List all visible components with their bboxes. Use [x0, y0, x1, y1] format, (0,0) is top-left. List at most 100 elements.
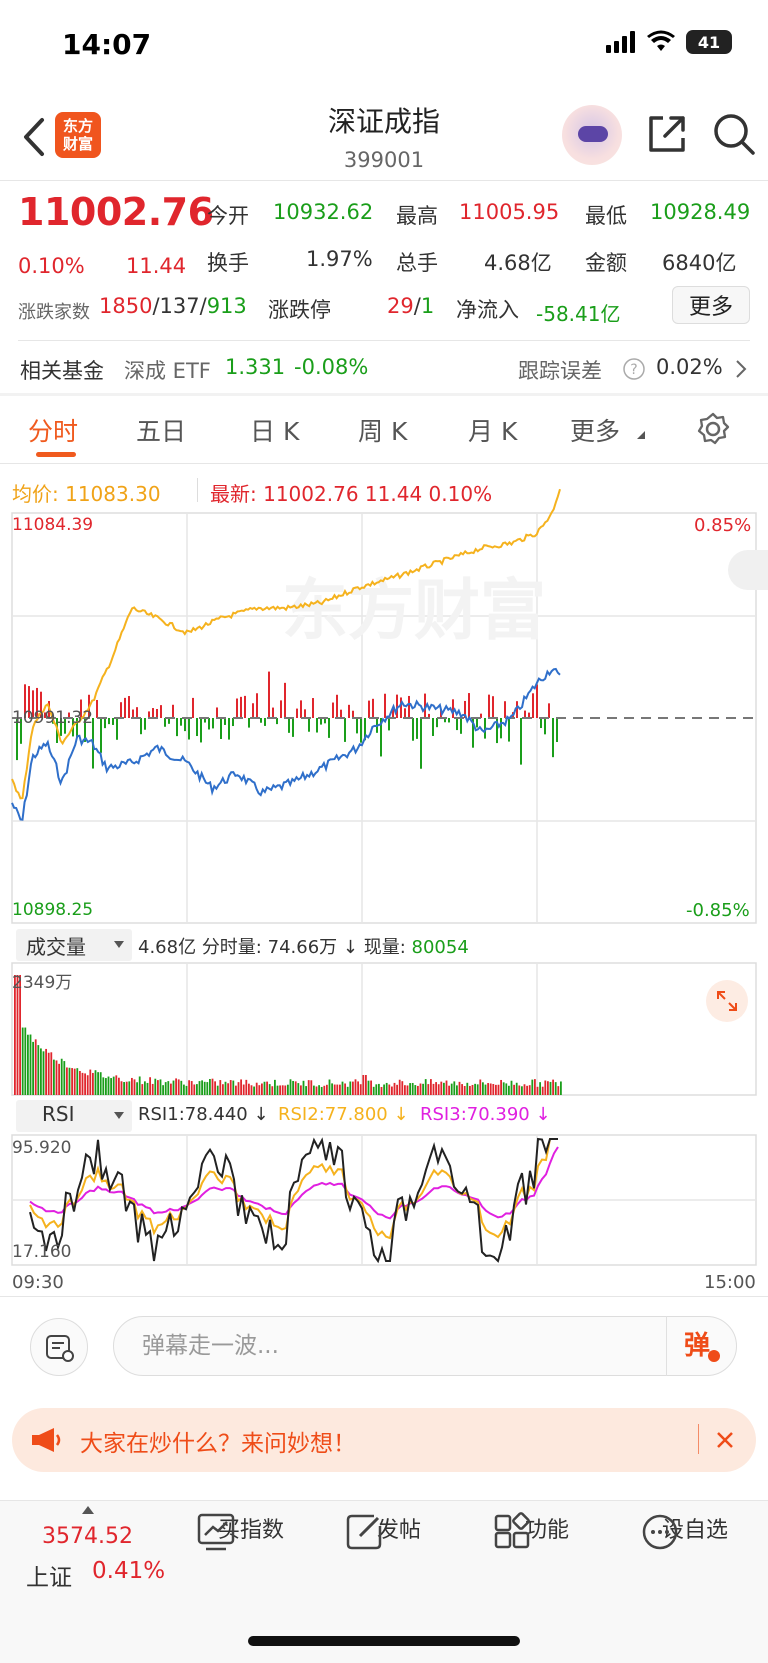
mini-volume-bar-up — [336, 694, 338, 718]
nav-post[interactable]: 发帖 — [344, 1512, 454, 1550]
volume-bar-up — [141, 1084, 144, 1095]
ai-question-banner[interactable]: 大家在炒什么？来问妙想！ — [12, 1408, 756, 1472]
volume-bar-down — [302, 1080, 305, 1095]
volume-bar-up — [34, 1039, 37, 1095]
mini-volume-bar-down — [456, 718, 458, 731]
danmu-input[interactable]: 弹幕走一波... — [113, 1316, 737, 1376]
side-collapse-tab[interactable] — [728, 550, 768, 590]
volume-bar-up — [357, 1081, 359, 1095]
volume-bar-up — [430, 1079, 432, 1095]
tab-five-day[interactable]: 五日 — [136, 417, 187, 446]
tab-daily-k[interactable]: 日 K — [250, 417, 300, 446]
danmu-list-button[interactable] — [30, 1318, 88, 1376]
volume-bar-up — [50, 1052, 53, 1095]
volume-bar-up — [323, 1085, 326, 1095]
mini-volume-bar-down — [476, 718, 478, 728]
nav-functions[interactable]: 功能 — [492, 1512, 602, 1549]
volume-bar-down — [123, 1082, 125, 1095]
fund-name[interactable]: 深成 ETF — [124, 359, 211, 383]
volume-bar-down — [466, 1082, 469, 1095]
volume-bar-down — [29, 1034, 32, 1095]
volume-bar-down — [268, 1084, 271, 1095]
mini-volume-bar-up — [280, 700, 282, 718]
mini-volume-bar-up — [236, 698, 238, 718]
close-icon[interactable] — [715, 1430, 735, 1450]
mini-volume-bar-down — [84, 718, 86, 742]
mini-volume-bar-down — [328, 718, 330, 738]
app-logo: 东方 财富 — [55, 112, 101, 158]
mini-volume-bar-down — [412, 718, 414, 741]
banner-text: 大家在炒什么？来问妙想！ — [80, 1431, 356, 1457]
tab-weekly-k[interactable]: 周 K — [358, 417, 408, 446]
sse-index-name[interactable]: 上证 — [26, 1565, 72, 1591]
volume-bar-down — [112, 1076, 115, 1095]
volume-bar-down — [482, 1082, 484, 1095]
tab-intraday[interactable]: 分时 — [28, 417, 79, 446]
svg-text:?: ? — [630, 362, 637, 378]
price-line — [11, 667, 561, 821]
volume-bar-down — [32, 1041, 34, 1095]
rsi-selector[interactable]: RSI — [16, 1100, 132, 1132]
more-button[interactable]: 更多 — [672, 286, 750, 324]
mini-volume-bar-down — [544, 718, 546, 735]
volume-bar-down — [263, 1081, 266, 1095]
rsi-y-high: 95.920 — [12, 1138, 72, 1158]
volume-bar-up — [157, 1080, 159, 1095]
page-title: 深证成指 — [327, 105, 440, 138]
settings-gear-icon[interactable] — [696, 412, 730, 446]
mini-volume-bar-up — [452, 699, 454, 718]
mini-volume-bar-down — [60, 718, 62, 736]
back-icon[interactable] — [16, 112, 56, 162]
rsi-grid — [12, 1135, 756, 1265]
volume-bar-down — [146, 1082, 149, 1095]
mini-volume-bar-up — [516, 701, 518, 718]
mini-volume-bar-down — [420, 718, 422, 769]
mini-volume-bar-down — [360, 718, 362, 743]
share-icon[interactable] — [645, 112, 689, 156]
mini-volume-bar-down — [104, 718, 106, 729]
flat-count: /137/ — [152, 294, 207, 318]
volume-bar-up — [339, 1084, 341, 1095]
volume-bar-down — [367, 1080, 370, 1095]
expand-button[interactable] — [706, 980, 748, 1022]
volume-chart[interactable] — [11, 962, 757, 1096]
volume-selector[interactable]: 成交量 — [16, 929, 132, 961]
volume-bar-up — [419, 1083, 422, 1095]
amount-label: 金额 — [585, 251, 627, 275]
mini-volume-bar-down — [356, 718, 358, 734]
volume-bar-down — [305, 1086, 307, 1095]
intraday-price-chart[interactable]: 东方财富 — [11, 488, 757, 924]
volume-bar-down — [37, 1045, 40, 1095]
mini-volume-bar-down — [316, 718, 318, 733]
volume-bar-up — [497, 1084, 500, 1095]
danmu-send-button[interactable]: 弹 — [684, 1331, 711, 1361]
sse-index-pct[interactable]: 0.41% — [92, 1558, 166, 1584]
help-icon[interactable]: ? — [622, 357, 646, 381]
volume-bar-down — [424, 1079, 427, 1095]
mini-volume-bar-down — [520, 718, 522, 765]
volume-bar-down — [372, 1086, 375, 1095]
mini-volume-bar-down — [540, 718, 542, 729]
tab-more[interactable]: 更多 — [570, 417, 621, 446]
volume-bar-down — [549, 1081, 552, 1095]
volume-bar-up — [417, 1085, 419, 1095]
mini-volume-bar-up — [548, 703, 550, 718]
y-axis-high: 11084.39 — [12, 515, 94, 535]
volume-bar-up — [354, 1079, 357, 1095]
chevron-right-icon[interactable] — [734, 358, 748, 380]
volume-bar-up — [526, 1085, 528, 1095]
volume-bar-up — [281, 1085, 284, 1095]
status-time: 14:07 — [62, 28, 152, 61]
minute-volume-label: 分时量: — [201, 937, 262, 958]
index-code: 399001 — [343, 148, 425, 172]
expand-up-icon[interactable] — [82, 1506, 94, 1514]
rsi-chart[interactable] — [11, 1134, 757, 1266]
nav-add-watchlist[interactable]: 设自选 — [640, 1512, 750, 1550]
tab-monthly-k[interactable]: 月 K — [468, 417, 518, 446]
volume-bar-up — [255, 1082, 258, 1095]
high-value: 11005.95 — [459, 200, 560, 224]
search-icon[interactable] — [712, 112, 756, 156]
nav-buy-index[interactable]: 买指数 — [196, 1512, 306, 1551]
volume-bar-down — [180, 1080, 183, 1095]
sse-index-value[interactable]: 3574.52 — [42, 1524, 133, 1549]
